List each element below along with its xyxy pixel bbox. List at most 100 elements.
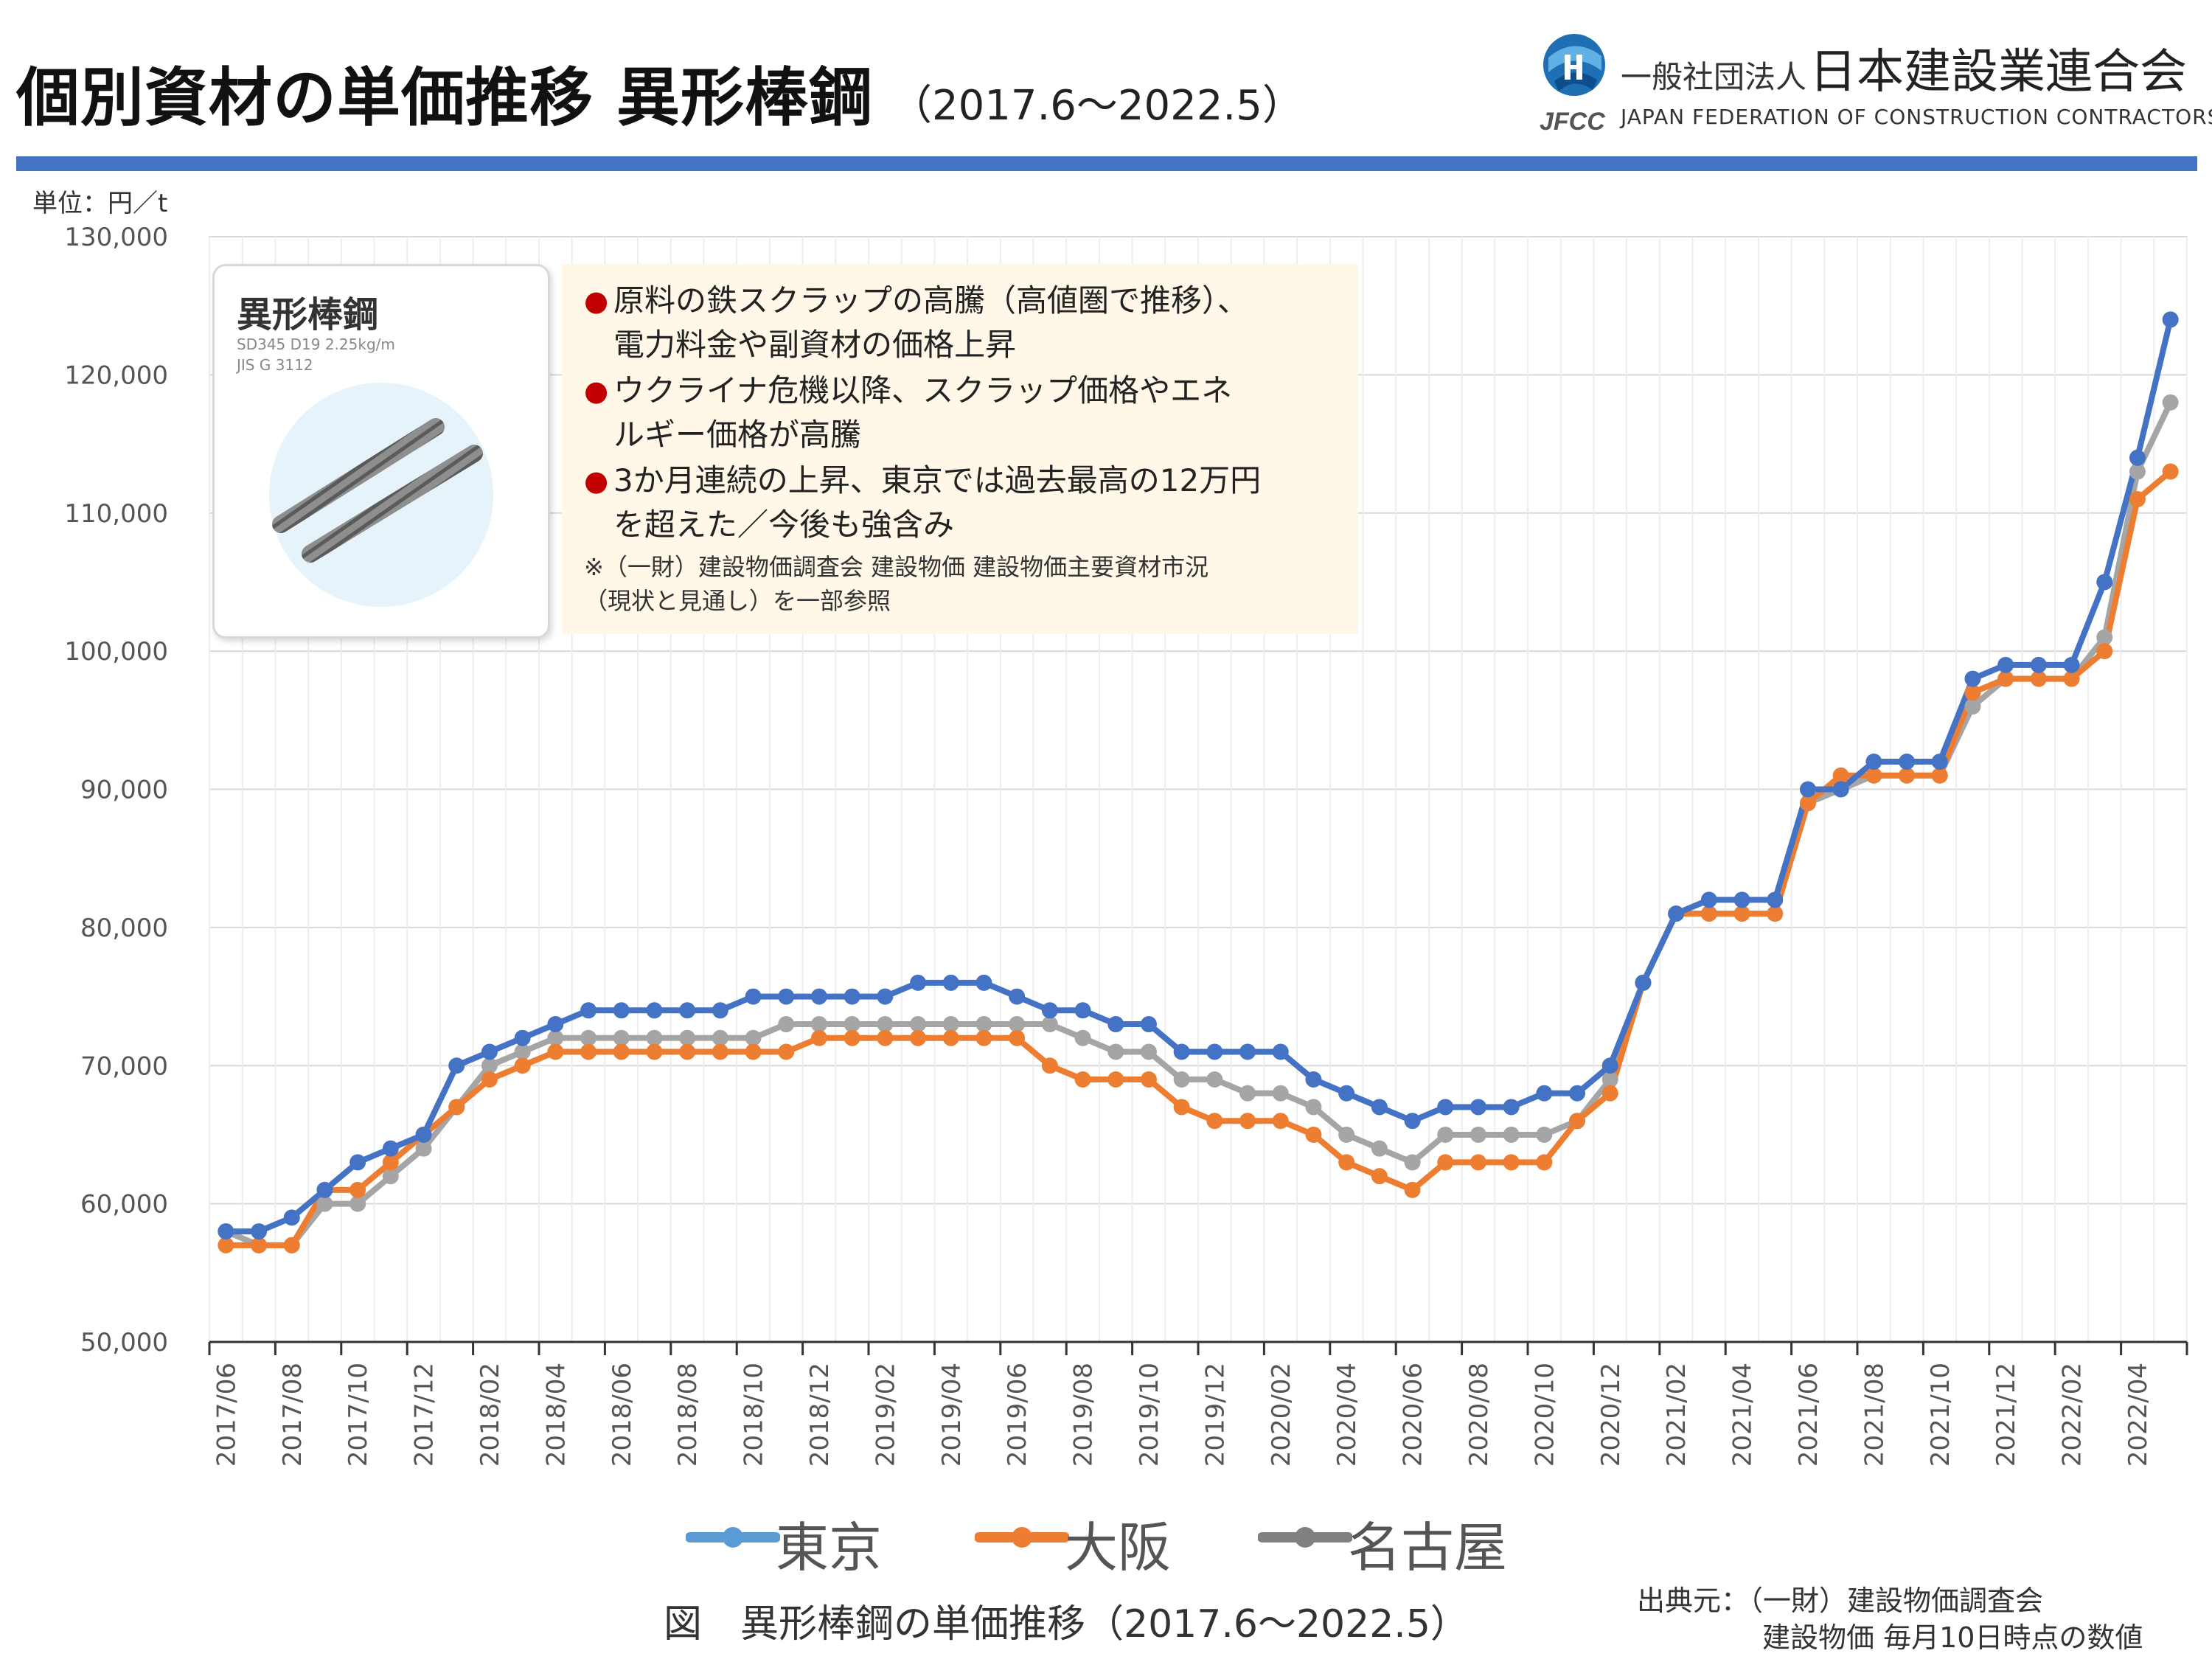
data-point [1997,670,2014,687]
x-tick-label: 2020/10 [1530,1363,1559,1467]
product-card-title: 異形棒鋼 [237,294,379,335]
data-point [1239,1085,1256,1102]
note-line: 原料の鉄スクラップの高騰（高値圏で推移）、 [613,282,1249,319]
logo-mark-text: JFCC [1540,108,1605,136]
data-point [1536,1126,1553,1143]
data-point [514,1029,531,1046]
note-item: ● ウクライナ危機以降、スクラップ価格やエネ ルギー価格が高騰 [584,369,1351,457]
bullet-icon: ● [584,465,609,497]
x-tick-label: 2018/12 [805,1363,835,1467]
data-point [942,974,959,991]
data-point [1964,698,1981,715]
data-point [1767,891,1784,908]
x-tick-label: 2018/02 [476,1363,505,1467]
data-point [1305,1099,1322,1116]
data-point [580,1029,597,1046]
data-point [1503,1154,1520,1171]
data-point [942,1029,959,1046]
data-point [1503,1099,1520,1116]
data-point [712,1002,728,1019]
data-point [448,1099,465,1116]
data-point [580,1002,597,1019]
y-tick-label: 70,000 [80,1051,168,1081]
data-point [1009,1029,1026,1046]
data-point [1799,781,1816,798]
data-point [810,988,827,1005]
note-line: ウクライナ危機以降、スクラップ価格やエネ [613,372,1233,408]
x-tick-label: 2021/10 [1926,1363,1955,1467]
x-tick-label: 2018/08 [673,1363,703,1467]
data-point [877,1029,894,1046]
data-point [1997,656,2014,673]
data-point [975,1016,992,1033]
data-point [1173,1099,1190,1116]
data-point [1009,1016,1026,1033]
data-point [316,1181,333,1198]
data-point [514,1043,531,1060]
data-point [1700,905,1717,922]
legend-label-osaka: 大阪 [1065,1517,1172,1579]
source-line-2: 建設物価 毎月10日時点の数値 [1762,1621,2143,1654]
data-point [1569,1085,1586,1102]
data-point [1832,781,1849,798]
y-tick-label: 120,000 [64,361,168,390]
data-point [2162,394,2179,411]
data-point [382,1168,399,1185]
data-point [547,1043,564,1060]
x-tick-label: 2019/02 [871,1363,900,1467]
legend-swatch-osaka [975,1527,1069,1548]
data-point [1964,684,1981,701]
data-point [481,1057,498,1074]
title-period: （2017.6～2022.5） [890,82,1304,130]
data-point [1767,905,1784,922]
data-point [1272,1085,1289,1102]
legend-swatch-tokyo [686,1527,780,1548]
x-tick-label: 2019/12 [1200,1363,1230,1467]
data-point [283,1209,300,1226]
data-point [1536,1154,1553,1171]
data-point [1206,1071,1223,1088]
note-reference-2: （現状と見通し）を一部参照 [584,587,891,615]
axes: 50,000 60,000 70,000 80,000 90,000 100,000 110… [64,223,2188,1467]
header-rule [16,156,2197,171]
data-point [1074,1071,1091,1088]
bullet-icon: ● [584,375,609,407]
data-point [910,974,927,991]
x-tick-label: 2017/06 [212,1363,241,1467]
data-point [218,1223,234,1240]
data-point [349,1195,366,1212]
data-point [382,1140,399,1157]
unit-label: 単位：円／t [32,189,168,218]
data-point [349,1181,366,1198]
data-point [1041,1057,1058,1074]
data-point [1371,1140,1388,1157]
data-point [1371,1099,1388,1116]
note-line: 3か月連続の上昇、東京では過去最高の12万円 [613,462,1262,498]
y-tick-label: 100,000 [64,637,168,667]
data-point [1305,1071,1322,1088]
notes-box: ● 原料の鉄スクラップの高騰（高値圏で推移）、 電力料金や副資材の価格上昇 ● … [562,264,1358,634]
x-tick-label: 2019/06 [1003,1363,1032,1467]
data-point [646,1029,663,1046]
x-tick-label: 2021/12 [1992,1363,2021,1467]
data-point [613,1002,630,1019]
title-main: 個別資材の単価推移 異形棒鋼 [16,61,873,135]
jfcc-logo: JFCC 一般社団法人日本建設業連合会 JAPAN FEDERATION OF … [1534,28,2212,139]
x-tick-label: 2020/06 [1399,1363,1428,1467]
data-point [942,1016,959,1033]
data-point [1140,1016,1157,1033]
data-point [975,1029,992,1046]
x-tick-label: 2020/08 [1464,1363,1494,1467]
data-point [1305,1126,1322,1143]
data-point [2129,491,2146,508]
data-point [877,988,894,1005]
data-point [2063,670,2080,687]
data-point [2063,656,2080,673]
data-point [745,1029,762,1046]
data-point [1899,754,1916,771]
data-point [1964,670,1981,687]
x-tick-label: 2019/04 [937,1363,967,1467]
data-point [1437,1099,1454,1116]
data-point [1899,767,1916,784]
data-point [1865,754,1882,771]
